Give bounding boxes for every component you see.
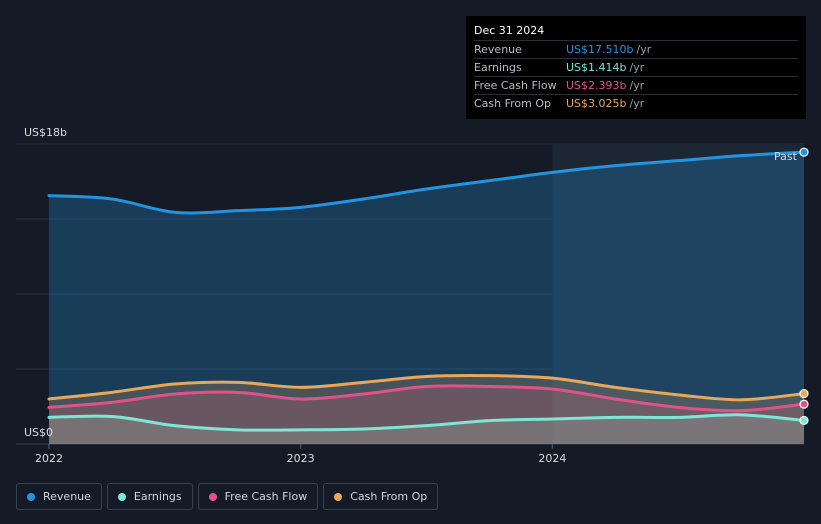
legend-dot-icon bbox=[27, 492, 35, 501]
line-free-cash-flow bbox=[47, 384, 806, 413]
legend-dot-icon bbox=[117, 492, 126, 501]
legend-dot-icon bbox=[208, 492, 217, 501]
tooltip-label: Earnings bbox=[474, 61, 522, 74]
legend-item-earnings[interactable]: Earnings bbox=[106, 483, 193, 510]
x-tick-label: 2024 bbox=[538, 452, 566, 465]
area-earnings bbox=[49, 414, 804, 444]
tooltip-date: Dec 31 2024 bbox=[474, 23, 798, 41]
x-tick-label: 2022 bbox=[35, 452, 63, 465]
tooltip-row-cash-from-op: Cash From Op US$3.025b /yr bbox=[474, 95, 798, 112]
x-axis-ticks: 2022 2023 2024 bbox=[35, 444, 566, 465]
legend-item-cash-from-op[interactable]: Cash From Op bbox=[323, 483, 439, 510]
tooltip-label: Cash From Op bbox=[474, 97, 552, 110]
chart-end-dots bbox=[799, 147, 809, 426]
legend-label: Revenue bbox=[43, 490, 91, 503]
tooltip-unit: /yr bbox=[629, 79, 645, 92]
tooltip-label: Revenue bbox=[474, 43, 522, 56]
legend-dot-icon bbox=[334, 492, 343, 501]
line-cash-from-op bbox=[47, 374, 806, 402]
line-earnings bbox=[47, 413, 806, 432]
tooltip-value: US$3.025b bbox=[566, 97, 627, 110]
legend: Revenue Earnings Free Cash Flow Cash Fro… bbox=[16, 483, 439, 512]
tooltip-row-earnings: Earnings US$1.414b /yr bbox=[474, 59, 798, 77]
end-dot-earnings bbox=[799, 415, 809, 426]
legend-item-free-cash-flow[interactable]: Free Cash Flow bbox=[197, 483, 319, 510]
y-axis-bottom-label: US$0 bbox=[24, 426, 53, 439]
y-axis-top-label: US$18b bbox=[24, 126, 67, 139]
end-dot-cash-from-op bbox=[799, 388, 809, 399]
tooltip: Dec 31 2024 Revenue US$17.510b /yr Earni… bbox=[466, 16, 806, 119]
end-dot-revenue bbox=[799, 147, 809, 157]
legend-label: Earnings bbox=[133, 490, 182, 503]
tooltip-row-revenue: Revenue US$17.510b /yr bbox=[474, 41, 798, 59]
line-revenue bbox=[47, 150, 806, 215]
area-revenue bbox=[49, 152, 804, 444]
tooltip-value: US$2.393b bbox=[566, 79, 627, 92]
tooltip-value: US$17.510b bbox=[566, 43, 634, 56]
tooltip-unit: /yr bbox=[629, 61, 645, 74]
tooltip-unit: /yr bbox=[636, 43, 652, 56]
chart: US$18b US$0 Past 2022 2023 2024 bbox=[16, 126, 809, 465]
legend-label: Free Cash Flow bbox=[224, 490, 308, 503]
legend-label: Cash From Op bbox=[350, 490, 428, 503]
past-label: Past bbox=[774, 150, 798, 163]
x-tick-label: 2023 bbox=[287, 452, 315, 465]
tooltip-value: US$1.414b bbox=[566, 61, 627, 74]
tooltip-label: Free Cash Flow bbox=[474, 79, 557, 92]
chart-lines bbox=[47, 150, 806, 432]
tooltip-row-free-cash-flow: Free Cash Flow US$2.393b /yr bbox=[474, 77, 798, 95]
tooltip-unit: /yr bbox=[629, 97, 645, 110]
chart-areas bbox=[49, 152, 804, 444]
legend-item-revenue[interactable]: Revenue bbox=[16, 483, 102, 510]
end-dot-free-cash-flow bbox=[799, 399, 809, 409]
